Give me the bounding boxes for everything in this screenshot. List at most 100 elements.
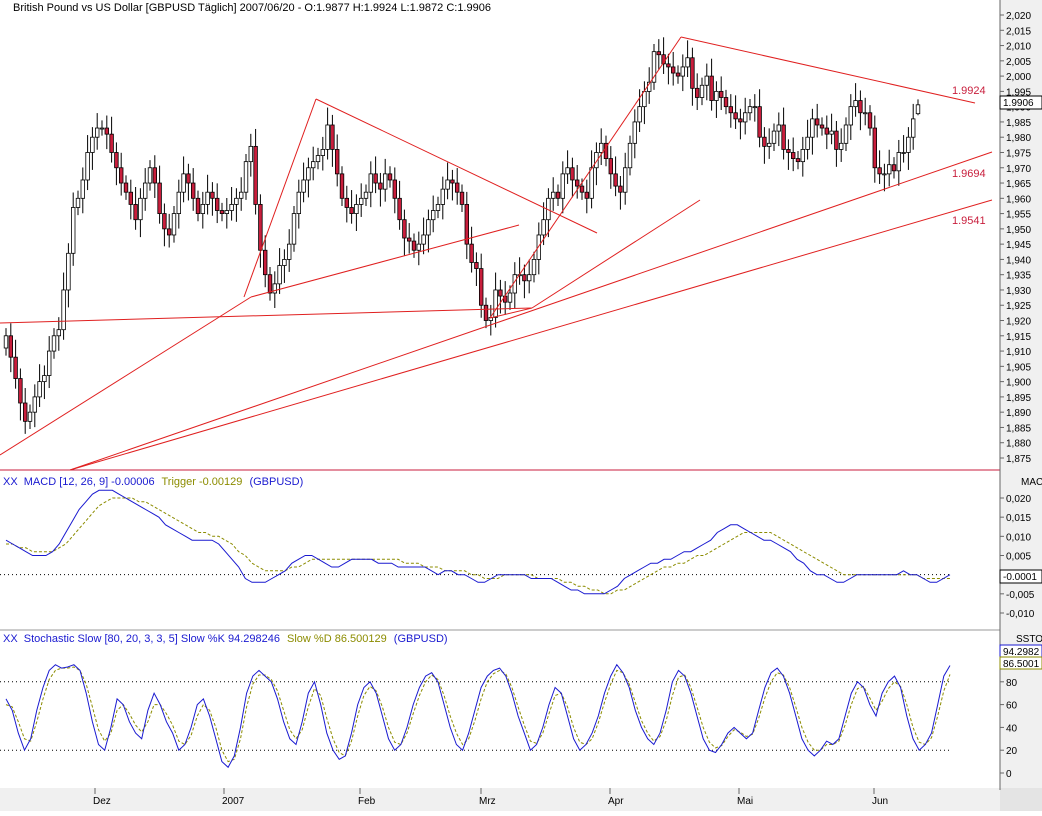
- candle-bull: [3, 335, 9, 349]
- candle-bull: [315, 155, 321, 163]
- candle-bear: [387, 173, 393, 181]
- price-last-value: 1.9906: [1003, 98, 1034, 109]
- price-tick-label: 1,970: [1006, 164, 1031, 175]
- price-tick-label: 1,980: [1006, 133, 1031, 144]
- candle-bull: [767, 142, 772, 147]
- candle-bull: [863, 112, 868, 115]
- candle-bull: [445, 179, 450, 190]
- macd-tick-label: 0,015: [1006, 513, 1031, 524]
- candle-bull: [229, 204, 234, 211]
- candle-bull: [277, 265, 282, 285]
- candle-bull: [99, 127, 105, 130]
- candle-bear: [114, 152, 119, 169]
- candle-bear: [791, 152, 796, 159]
- candle-bear: [570, 167, 575, 181]
- candle-bear: [262, 249, 268, 276]
- candle-bull: [382, 173, 388, 190]
- candle-bull: [771, 130, 777, 144]
- price-tick-label: 1,885: [1006, 423, 1031, 434]
- candle-bear: [584, 191, 589, 199]
- price-tick-label: 2,020: [1006, 11, 1031, 22]
- candle-bull: [699, 84, 705, 98]
- candle-bull: [685, 57, 690, 68]
- macd-title: XX MACD [12, 26, 9] -0.00006 Trigger -0.…: [3, 476, 303, 488]
- candle-bear: [498, 289, 503, 297]
- price-tick-label: 1,900: [1006, 378, 1031, 389]
- price-panel[interactable]: British Pound vs US Dollar [GBPUSD Tägli…: [0, 2, 1000, 471]
- candle-bull: [599, 142, 604, 153]
- price-tick-label: 1,925: [1006, 301, 1031, 312]
- candle-bear: [858, 100, 863, 114]
- candle-bear: [22, 402, 28, 422]
- candle-bull: [243, 161, 249, 193]
- candle-bull: [911, 118, 916, 138]
- price-tick-label: 1,975: [1006, 148, 1031, 159]
- candle-bear: [613, 173, 618, 187]
- candle-bear: [738, 118, 743, 123]
- candle-bull: [320, 149, 325, 156]
- candle-bear: [459, 191, 465, 205]
- price-tick-label: 1,905: [1006, 362, 1031, 373]
- candle-bull: [743, 112, 748, 123]
- candle-bull: [435, 204, 441, 211]
- candle-bull: [704, 75, 709, 86]
- price-tick-label: 1,960: [1006, 194, 1031, 205]
- candle-bear: [373, 173, 378, 184]
- macd-corner-label: MAC: [1021, 477, 1042, 488]
- bottom-axis-bg: [0, 788, 1000, 811]
- stochastic-lines: [0, 663, 951, 769]
- candle-bear: [483, 304, 489, 321]
- candle-bear: [603, 142, 609, 159]
- macd-last-box: [999, 569, 1042, 584]
- price-tick-label: 1,930: [1006, 286, 1031, 297]
- candle-bear: [474, 262, 479, 269]
- candle-bull: [805, 136, 810, 150]
- candle-bull: [565, 167, 570, 175]
- price-tick-label: 1,985: [1006, 118, 1031, 129]
- candle-bull: [37, 381, 42, 398]
- candle-bull: [627, 142, 633, 169]
- candle-bull: [234, 197, 239, 205]
- candle-bull: [551, 191, 556, 199]
- candle-bull: [282, 259, 287, 266]
- candle-bull: [776, 124, 781, 132]
- trendline: [243, 98, 317, 298]
- price-tick-label: 2,005: [1006, 57, 1031, 68]
- price-tick-label: 1,880: [1006, 439, 1031, 450]
- macd-tick-label: -0,010: [1006, 609, 1035, 620]
- candle-bear: [18, 378, 23, 404]
- candles: [3, 37, 921, 434]
- candle-bull: [906, 136, 911, 153]
- candle-bull: [632, 121, 637, 144]
- x-tick-label: Mai: [737, 796, 753, 807]
- stochastic-panel[interactable]: XX Stochastic Slow [80, 20, 3, 3, 5] Slo…: [3, 633, 1042, 645]
- candle-bear: [406, 237, 412, 242]
- trendline: [0, 307, 533, 324]
- candle-bear: [349, 207, 354, 214]
- price-title: British Pound vs US Dollar [GBPUSD Tägli…: [13, 2, 491, 14]
- candle-bear: [128, 191, 133, 205]
- candle-bear: [402, 219, 407, 239]
- candle-bull: [440, 188, 445, 205]
- candle-bear: [795, 158, 801, 163]
- trendline: [489, 36, 682, 319]
- stoch-k-value: 94.2982: [1003, 647, 1040, 658]
- candle-bull: [426, 219, 431, 236]
- candle-bear: [397, 197, 402, 221]
- candle-bull: [507, 292, 513, 303]
- macd-panel[interactable]: XX MACD [12, 26, 9] -0.00006 Trigger -0.…: [0, 476, 1042, 631]
- x-axis: Dez 2007 Feb Mrz Apr Mai Jun: [93, 788, 888, 807]
- price-tick-label: 1,915: [1006, 332, 1031, 343]
- candle-bear: [8, 335, 13, 358]
- candle-bear: [723, 97, 729, 108]
- candle-bull: [536, 234, 541, 260]
- price-axis: 2,0202,0152,0102,0052,0001,9951,9901,985…: [1000, 11, 1031, 465]
- candle-bull: [310, 161, 316, 169]
- annotation-lower-support: 1.9541: [952, 215, 986, 227]
- stochastic-tick-label: 60: [1006, 701, 1018, 712]
- stochastic-title-slowd: Slow %D 86.500129: [287, 633, 387, 645]
- candle-bull: [95, 127, 100, 138]
- candle-bull: [171, 213, 177, 236]
- x-tick-label: Dez: [93, 796, 111, 807]
- candle-bull: [181, 173, 186, 193]
